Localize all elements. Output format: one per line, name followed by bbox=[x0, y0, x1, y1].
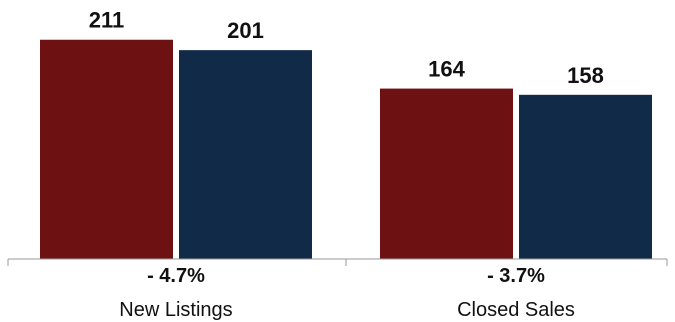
bar-closed-sales-series-2 bbox=[519, 94, 652, 260]
value-label-closed-sales-series-1: 164 bbox=[428, 57, 465, 82]
x-axis bbox=[7, 258, 668, 266]
bar-closed-sales-series-1 bbox=[380, 88, 513, 259]
bar-new-listings-series-2 bbox=[179, 50, 312, 259]
category-label-new-listings: New Listings bbox=[119, 299, 232, 321]
category-labels-group: - 4.7% New Listings - 3.7% Closed Sales bbox=[119, 265, 575, 321]
bar-new-listings-series-1 bbox=[40, 39, 173, 260]
bars-group bbox=[40, 39, 652, 260]
value-label-new-listings-series-1: 211 bbox=[89, 8, 125, 33]
value-label-closed-sales-series-2: 158 bbox=[567, 63, 604, 88]
change-label-new-listings: - 4.7% bbox=[147, 265, 205, 287]
value-label-new-listings-series-2: 201 bbox=[227, 18, 264, 43]
category-label-closed-sales: Closed Sales bbox=[457, 299, 575, 321]
value-labels-group: 211 201 164 158 bbox=[89, 8, 604, 88]
change-label-closed-sales: - 3.7% bbox=[487, 265, 545, 287]
